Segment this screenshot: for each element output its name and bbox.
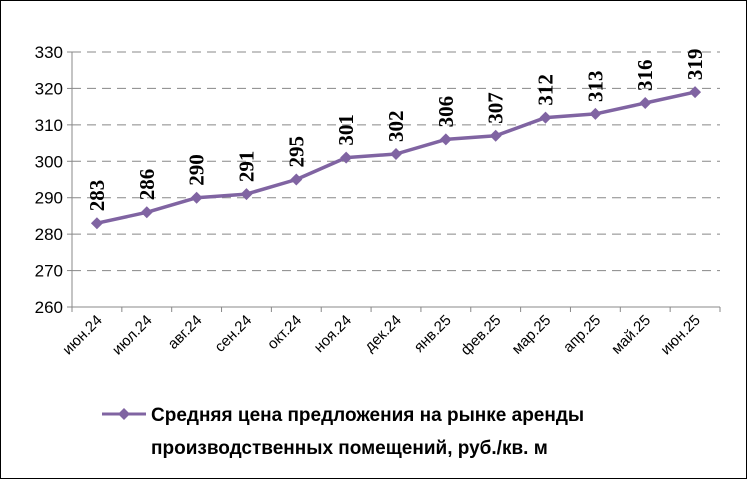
x-tick-label: май.25 bbox=[608, 312, 654, 358]
y-tick-label: 300 bbox=[35, 152, 63, 171]
legend: Средняя цена предложения на рынке аренды… bbox=[102, 405, 584, 459]
data-point-marker bbox=[340, 151, 353, 164]
x-tick-label: дек.24 bbox=[361, 312, 404, 355]
data-label: 302 bbox=[384, 111, 408, 143]
x-tick-labels: июн.24 июл.24 авг.24 сен.24 окт.24 ноя.24 дек.… bbox=[59, 312, 704, 359]
data-point-marker bbox=[290, 173, 303, 186]
data-label: 312 bbox=[534, 74, 558, 106]
legend-label-line-1: Средняя цена предложения на рынке аренды bbox=[151, 405, 584, 426]
legend-marker-swatch bbox=[118, 408, 130, 420]
data-label: 313 bbox=[583, 70, 607, 102]
data-point-marker bbox=[240, 188, 253, 201]
x-tick-label: мар.25 bbox=[509, 312, 555, 358]
legend-label-line-2: производственных помещений, руб./кв. м bbox=[151, 438, 548, 459]
x-tick-label: авг.24 bbox=[165, 312, 206, 353]
y-tick-label: 310 bbox=[35, 116, 63, 135]
data-label: 316 bbox=[633, 60, 657, 92]
data-point-marker bbox=[140, 206, 153, 219]
data-label: 295 bbox=[284, 136, 308, 168]
y-tick-label: 320 bbox=[35, 79, 63, 98]
y-tick-label: 280 bbox=[35, 225, 63, 244]
data-point-marker bbox=[539, 111, 552, 124]
data-point-marker bbox=[390, 148, 402, 160]
x-tick-label: фев.25 bbox=[457, 312, 504, 359]
data-point-marker bbox=[639, 97, 652, 109]
data-label: 286 bbox=[135, 169, 159, 201]
data-point-marker bbox=[489, 129, 502, 142]
y-tick-labels: 260 270 280 290 300 310 320 330 bbox=[35, 43, 63, 317]
data-point-marker bbox=[589, 107, 602, 120]
x-tick-label: июн.24 bbox=[59, 312, 106, 359]
data-point-marker bbox=[90, 217, 103, 230]
x-tick-label: окт.24 bbox=[264, 312, 305, 353]
gridlines bbox=[67, 51, 721, 312]
data-point-marker bbox=[439, 133, 452, 146]
x-tick-label: янв.25 bbox=[411, 312, 455, 356]
data-label: 291 bbox=[234, 151, 258, 183]
y-tick-label: 260 bbox=[35, 298, 63, 317]
data-labels: 283 286 290 291 295 301 302 306 307 312 313 316 319 bbox=[85, 49, 707, 212]
data-point-marker bbox=[190, 191, 203, 204]
x-tick-label: ноя.24 bbox=[311, 312, 355, 356]
data-label: 306 bbox=[434, 96, 458, 128]
y-tick-label: 270 bbox=[35, 262, 63, 281]
data-point-marker bbox=[689, 86, 702, 99]
x-tick-label: сен.24 bbox=[211, 312, 255, 356]
y-tick-label: 290 bbox=[35, 189, 63, 208]
data-label: 283 bbox=[85, 180, 109, 212]
data-label: 307 bbox=[484, 92, 508, 124]
x-tick-label: апр.25 bbox=[560, 312, 604, 356]
x-tick-label: июн.25 bbox=[657, 312, 704, 359]
data-label: 290 bbox=[185, 154, 209, 186]
x-tick-label: июл.24 bbox=[109, 312, 156, 359]
data-label: 301 bbox=[334, 114, 358, 146]
y-tick-label: 330 bbox=[35, 43, 63, 62]
axes bbox=[71, 52, 720, 308]
series-group bbox=[90, 86, 702, 230]
data-label: 319 bbox=[683, 49, 707, 81]
